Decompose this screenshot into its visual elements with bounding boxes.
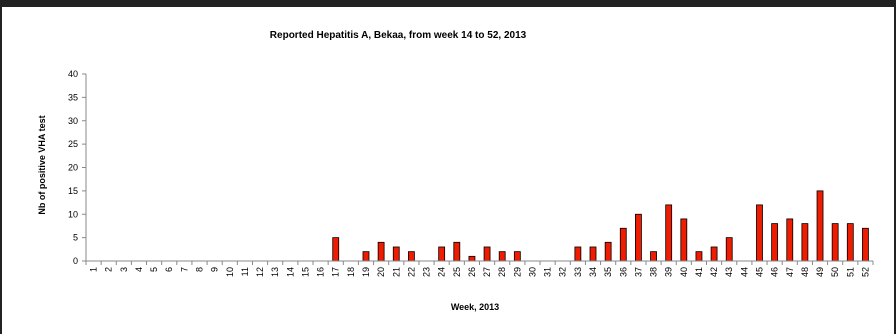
x-tick-label: 27 — [482, 267, 492, 277]
x-tick-label: 14 — [285, 267, 295, 277]
x-tick-label: 24 — [437, 267, 447, 277]
x-tick-label: 25 — [452, 267, 462, 277]
bar-week-40 — [680, 218, 688, 262]
x-tick-label: 45 — [754, 267, 764, 277]
bar-week-27 — [483, 246, 491, 262]
bar-week-43 — [725, 237, 733, 262]
bar-week-37 — [635, 213, 642, 262]
bar-week-42 — [710, 246, 718, 262]
y-tick-label: 30 — [68, 116, 78, 126]
bar-week-33 — [574, 246, 582, 262]
bar-week-39 — [665, 204, 673, 262]
x-tick-label: 49 — [815, 267, 825, 277]
y-axis-title: Nb of positive VHA test — [37, 115, 47, 214]
bar-week-19 — [362, 251, 370, 262]
x-tick-label: 32 — [558, 267, 568, 277]
x-tick-label: 31 — [543, 267, 553, 277]
y-tick-label: 35 — [68, 92, 78, 102]
x-tick-label: 19 — [361, 267, 371, 277]
x-axis: 1 2 3 4 5 6 7 8 9 10 11 12 13 14 15 16 17 18 19 20 21 22 23 24 2… — [85, 261, 874, 277]
bar-week-45 — [756, 204, 763, 262]
chart-title: Reported Hepatitis A, Bekaa, from week 1… — [270, 30, 527, 41]
bar-week-41 — [695, 251, 703, 262]
y-tick-label: 20 — [68, 163, 78, 173]
bar-week-38 — [650, 251, 657, 262]
bar-week-25 — [453, 241, 461, 262]
x-tick-label: 43 — [724, 267, 734, 277]
bar-week-49 — [816, 190, 824, 262]
y-tick-label: 15 — [68, 186, 78, 196]
x-tick-label: 35 — [603, 267, 613, 277]
x-tick-label: 21 — [391, 267, 401, 277]
x-tick-label: 18 — [346, 267, 356, 277]
bar-week-48 — [801, 223, 809, 262]
y-axis: 0 5 10 15 20 25 30 35 40 — [68, 69, 86, 266]
x-tick-label: 23 — [422, 267, 432, 277]
x-tick-label: 22 — [406, 267, 416, 277]
x-tick-label: 28 — [497, 267, 507, 277]
bar-week-34 — [589, 246, 597, 262]
x-tick-label: 51 — [845, 267, 855, 277]
bar-week-51 — [846, 223, 854, 262]
x-tick-label: 29 — [512, 267, 522, 277]
y-tick-label: 10 — [68, 209, 78, 219]
x-tick-label: 10 — [225, 267, 235, 277]
x-tick-label: 9 — [210, 267, 220, 272]
x-tick-label: 37 — [633, 267, 643, 277]
y-tick-label: 40 — [68, 69, 78, 79]
x-tick-label: 16 — [316, 267, 326, 277]
x-tick-label: 2 — [104, 267, 114, 272]
bar-week-46 — [771, 223, 779, 262]
bar-week-52 — [862, 227, 869, 262]
y-tick-label: 25 — [68, 139, 78, 149]
x-tick-label: 4 — [134, 267, 144, 272]
bar-week-26 — [468, 255, 476, 262]
x-tick-label: 30 — [527, 267, 537, 277]
y-tick-label: 5 — [73, 233, 78, 243]
bar-week-36 — [619, 227, 627, 262]
x-tick-label: 39 — [664, 267, 674, 277]
x-tick-label: 50 — [830, 267, 840, 277]
bar-week-29 — [513, 251, 521, 262]
x-tick-label: 11 — [240, 267, 250, 276]
x-tick-label: 40 — [679, 267, 689, 277]
x-tick-label: 15 — [300, 267, 310, 277]
x-tick-label: 6 — [164, 267, 174, 272]
x-tick-label: 41 — [694, 267, 704, 277]
x-tick-label: 33 — [573, 267, 583, 277]
bar-week-24 — [438, 246, 446, 262]
x-tick-label: 44 — [739, 267, 749, 277]
bar-week-21 — [392, 246, 400, 262]
x-tick-label: 26 — [467, 267, 477, 277]
bar-week-17 — [332, 237, 340, 262]
x-tick-label: 46 — [770, 267, 780, 277]
x-tick-label: 5 — [149, 267, 159, 272]
bar-week-22 — [407, 251, 415, 262]
x-tick-label: 34 — [588, 267, 598, 277]
x-axis-title: Week, 2013 — [451, 302, 499, 312]
x-tick-label: 20 — [376, 267, 386, 277]
x-tick-label: 1 — [89, 267, 99, 272]
x-tick-label: 38 — [649, 267, 659, 277]
bars — [332, 190, 869, 262]
x-tick-label: 8 — [195, 267, 205, 272]
bar-week-28 — [498, 251, 506, 262]
x-tick-label: 36 — [618, 267, 628, 277]
x-tick-label: 3 — [119, 267, 129, 272]
x-tick-label: 48 — [800, 267, 810, 277]
x-tick-label: 42 — [709, 267, 719, 277]
x-tick-label: 7 — [179, 267, 189, 272]
bar-week-50 — [831, 223, 839, 262]
x-tick-label: 13 — [270, 267, 280, 277]
bar-week-47 — [786, 218, 794, 262]
bar-week-35 — [604, 241, 612, 262]
x-tick-label: 17 — [331, 267, 341, 277]
x-tick-label: 12 — [255, 267, 265, 277]
x-tick-label: 47 — [785, 267, 795, 277]
bar-week-20 — [377, 241, 385, 262]
y-tick-label: 0 — [73, 256, 78, 266]
x-tick-label: 52 — [860, 267, 870, 277]
